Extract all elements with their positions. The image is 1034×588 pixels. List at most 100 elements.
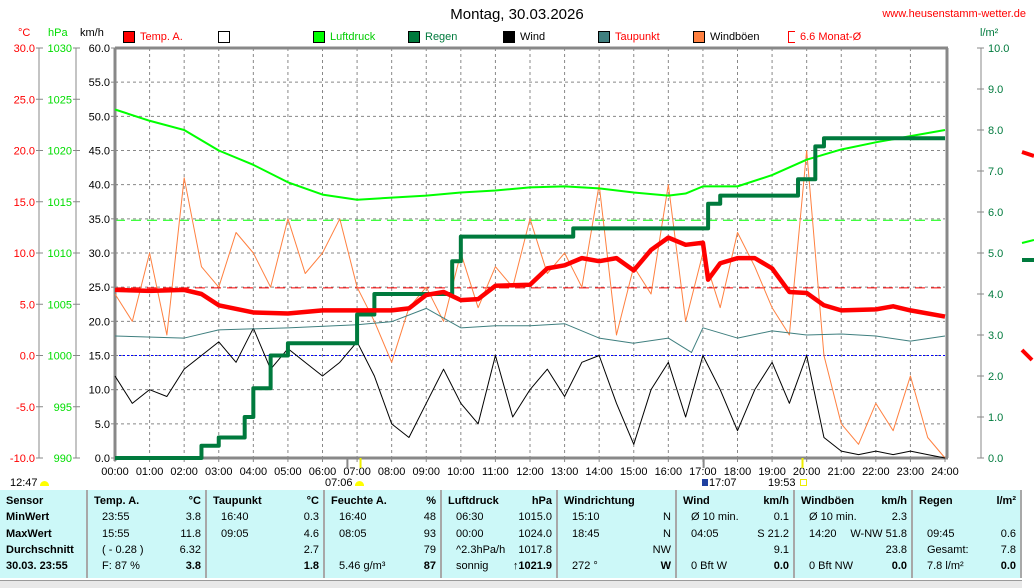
column-unit: l/m² [996,495,1016,507]
sun-marker-label: 19:53 [768,477,796,489]
cell-label: 23:55 [102,511,130,524]
cell-label: 0 Bft NW [809,560,854,573]
pressure-tick-label: 1030 [48,43,72,55]
table-row: 15:55 11.8 [94,528,201,544]
weather-chart: 30.0 25.0 20.0 15.0 10.0 5.0 0.0 -5.0 -10.0 1030 1… [10,43,1034,478]
cell-value: 9.1 [773,543,789,556]
cell-value: 48 [423,511,436,524]
table-row: 08:05 93 [331,528,436,544]
table-header: Feuchte A.% [331,495,436,511]
table-row: 1.8 [213,560,319,576]
wind-tick-label: 55.0 [89,77,110,89]
rain-tick-label: 10.0 [988,43,1009,55]
table-row: 2.7 [213,544,319,560]
cell-value: 4.6 [303,527,319,540]
legend-label: Luftdruck [330,31,376,43]
pressure-tick-label: 1015 [48,197,72,209]
table-column: Windböen km/h Ø 10 min. 2.3 14:20 W-NW 51.8 23… [795,490,913,578]
cell-label: 16:40 [339,511,367,524]
x-tick-label: 13:00 [551,466,579,478]
legend-swatch [123,31,135,43]
rain-tick-label: 7.0 [988,166,1003,178]
cell-label [564,544,572,560]
table-column: Wind km/h Ø 10 min. 0.1 04:05 S 21.2 9.1 0 Bft … [677,490,795,578]
sun-marker-label: 07:06 [325,477,353,489]
cell-label: 30.03. 23:55 [6,560,68,573]
table-row: 23:55 3.8 [94,511,201,527]
cell-value: 23.8 [885,543,907,556]
x-tick-label: 12:00 [516,466,544,478]
cell-label: 0 Bft W [691,560,728,573]
legend-item: Regen [408,31,457,43]
temp-tick-label: 30.0 [14,43,35,55]
table-column: Sensor MinWert MaxWert Durchschnitt 30.03. 2… [0,490,88,578]
x-tick-label: 21:00 [827,466,855,478]
cell-label: 09:45 [927,527,955,540]
column-title: Temp. A. [94,495,140,507]
cell-value: N [663,511,671,524]
legend-label: 6.6 Monat-Ø [800,31,862,43]
cell-label: MinWert [6,511,50,524]
cell-value: W [660,560,671,573]
legend-item: Taupunkt [598,31,660,43]
column-title: Luftdruck [448,495,499,507]
sun-icon [354,481,364,486]
x-tick-label: 18:00 [724,466,752,478]
legend-swatch [408,31,420,43]
rain-tick-label: 6.0 [988,207,1003,219]
x-tick-label: 17:00 [689,466,717,478]
table-row: MaxWert [6,528,82,544]
sun-marker-label: 12:47 [10,477,38,489]
column-title: Feuchte A. [331,495,387,507]
x-tick-label: 05:00 [274,466,302,478]
x-tick-label: 10:00 [447,466,475,478]
x-tick-label: 19:00 [758,466,786,478]
legend-item [218,31,235,43]
cell-value: 0.0 [1000,560,1016,573]
table-column: Temp. A. °C 23:55 3.8 15:55 11.8 ( - 0.28 ) 6.3… [88,490,207,578]
sun-marker-moonset: 12:47 [10,477,49,489]
column-title: Taupunkt [213,495,262,507]
sun-marker-sunset: 19:53 [768,477,807,489]
cell-label [213,560,221,576]
x-tick-label: 09:00 [412,466,440,478]
cell-value: 2.3 [891,511,907,524]
legend-item: 6.6 Monat-Ø [788,31,861,43]
x-tick-label: 22:00 [862,466,890,478]
cell-value: NW [652,543,671,556]
cell-value: 1017.8 [518,543,552,556]
table-row: 15:10 N [564,511,671,527]
x-tick-label: 15:00 [620,466,648,478]
cell-label: Ø 10 min. [809,511,857,524]
table-row: Ø 10 min. 2.3 [801,511,907,527]
pressure-tick-label: 1010 [48,248,72,260]
cell-label [801,544,809,560]
rain-axis-unit: l/m² [980,27,999,39]
cell-label: 5.46 g/m³ [339,560,386,573]
table-row: 23.8 [801,544,907,560]
legend-swatch [503,31,515,43]
rain-tick-label: 0.0 [988,453,1003,465]
cell-value: 87 [423,560,436,573]
column-title: Windrichtung [564,495,635,507]
status-bar [0,580,1022,588]
cell-value: 79 [423,543,436,556]
column-unit: °C [188,495,201,507]
table-header: Temp. A. °C [94,495,201,511]
table-column: Taupunkt °C 16:40 0.3 09:05 4.6 2.7 1.8 [207,490,325,578]
cell-label: 15:55 [102,527,130,540]
neighbor-pressure-fragment [1021,239,1034,244]
temp-tick-label: 5.0 [20,299,35,311]
cell-value: 2.7 [303,543,319,556]
table-row: 14:20 W-NW 51.8 [801,528,907,544]
column-title: Sensor [6,495,44,507]
legend-label: Windböen [710,31,760,43]
cell-label: 18:45 [572,527,600,540]
cell-value: 93 [423,527,436,540]
cell-value: ↑1021.9 [512,560,552,573]
wind-tick-label: 50.0 [89,111,110,123]
website-link[interactable]: www.heusenstamm-wetter.de [882,8,1026,20]
pressure-tick-label: 1005 [48,299,72,311]
wind-tick-label: 25.0 [89,282,110,294]
pressure-tick-label: 1025 [48,94,72,106]
